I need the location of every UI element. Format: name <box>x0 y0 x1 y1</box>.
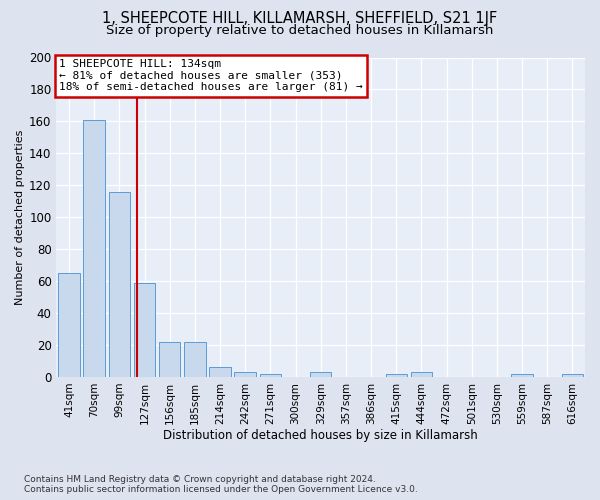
Text: 1, SHEEPCOTE HILL, KILLAMARSH, SHEFFIELD, S21 1JF: 1, SHEEPCOTE HILL, KILLAMARSH, SHEFFIELD… <box>103 11 497 26</box>
Bar <box>386 374 407 377</box>
Text: Contains HM Land Registry data © Crown copyright and database right 2024.
Contai: Contains HM Land Registry data © Crown c… <box>24 474 418 494</box>
Bar <box>58 273 80 377</box>
Text: Size of property relative to detached houses in Killamarsh: Size of property relative to detached ho… <box>106 24 494 37</box>
Bar <box>260 374 281 377</box>
Bar <box>184 342 206 377</box>
Bar <box>511 374 533 377</box>
Bar <box>159 342 181 377</box>
Bar <box>109 192 130 377</box>
Bar <box>209 368 231 377</box>
Bar <box>410 372 432 377</box>
Bar <box>134 282 155 377</box>
Y-axis label: Number of detached properties: Number of detached properties <box>15 130 25 305</box>
Bar <box>235 372 256 377</box>
Text: 1 SHEEPCOTE HILL: 134sqm
← 81% of detached houses are smaller (353)
18% of semi-: 1 SHEEPCOTE HILL: 134sqm ← 81% of detach… <box>59 59 363 92</box>
X-axis label: Distribution of detached houses by size in Killamarsh: Distribution of detached houses by size … <box>163 430 478 442</box>
Bar <box>83 120 105 377</box>
Bar <box>310 372 331 377</box>
Bar <box>562 374 583 377</box>
